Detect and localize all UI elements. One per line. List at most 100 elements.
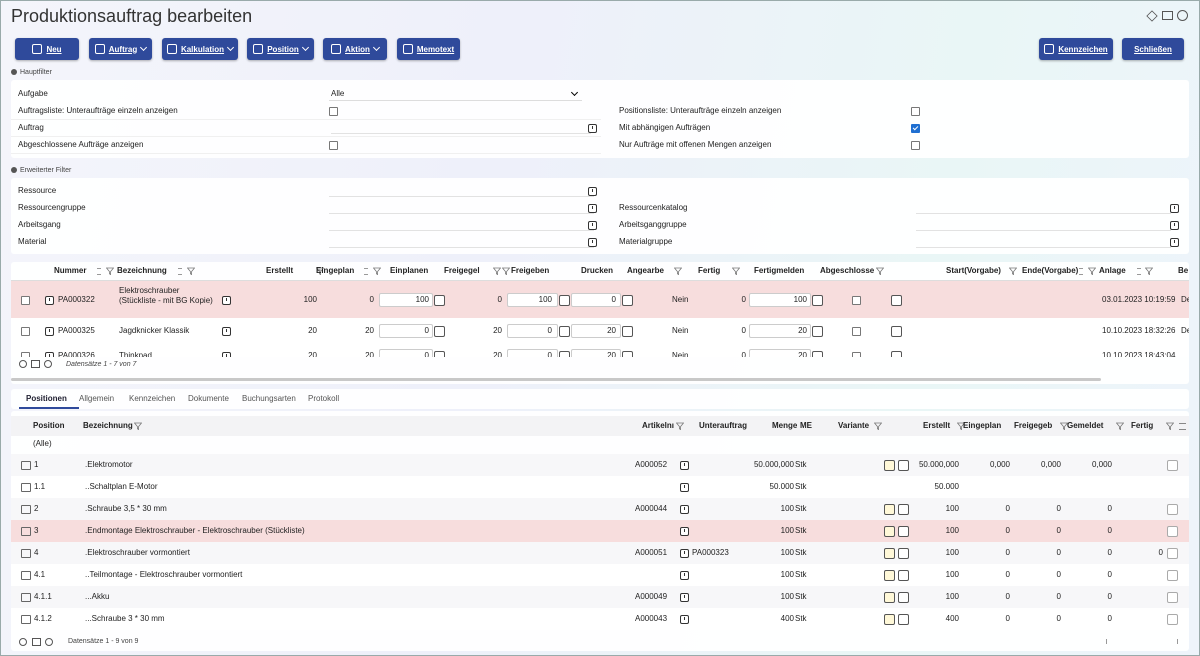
sort-icon[interactable]	[1137, 268, 1141, 275]
number-input[interactable]	[379, 292, 433, 307]
mail-icon[interactable]	[1162, 11, 1173, 20]
toolbar-button[interactable]: Neu	[15, 38, 79, 60]
text-input[interactable]	[329, 196, 594, 197]
edit-button[interactable]	[884, 526, 895, 537]
help-icon[interactable]	[1177, 10, 1188, 21]
filter-icon[interactable]	[957, 422, 965, 430]
filter-icon[interactable]	[1166, 422, 1174, 430]
collapse-icon[interactable]	[11, 167, 17, 173]
info-button[interactable]	[1170, 204, 1179, 213]
filter-icon[interactable]	[1116, 422, 1124, 430]
detail-button[interactable]	[1167, 526, 1178, 537]
info-button[interactable]	[588, 238, 597, 247]
number-input[interactable]	[749, 323, 811, 338]
text-input[interactable]	[329, 230, 594, 231]
text-input[interactable]	[916, 213, 1171, 214]
edit-button[interactable]	[884, 460, 895, 471]
more-button[interactable]	[898, 614, 909, 625]
row-checkbox[interactable]	[21, 351, 30, 357]
info-button[interactable]	[680, 549, 689, 558]
print-icon[interactable]	[32, 638, 41, 646]
detail-button[interactable]	[1167, 592, 1178, 603]
row-checkbox[interactable]	[21, 326, 30, 336]
info-button[interactable]	[680, 571, 689, 580]
position-row[interactable]: 4.1.1 ...Akku A000049 100 Stk 100 0 0 0	[11, 586, 1189, 608]
tab[interactable]: Kennzeichen	[129, 394, 176, 403]
position-row[interactable]: 3 .Endmontage Elektroschrauber - Elektros…	[11, 520, 1189, 542]
number-input[interactable]	[379, 348, 433, 357]
done-checkbox[interactable]	[852, 295, 861, 305]
checkbox[interactable]	[329, 141, 338, 150]
more-button[interactable]	[898, 460, 909, 471]
edit-button[interactable]	[884, 504, 895, 515]
info-button[interactable]	[222, 326, 231, 336]
close-button[interactable]	[891, 325, 902, 337]
select-box[interactable]	[329, 87, 582, 101]
position-row[interactable]: 1 .Elektromotor A000052 50.000,000 Stk 50.000…	[11, 454, 1189, 476]
number-input[interactable]	[571, 348, 621, 357]
refresh-icon[interactable]	[19, 638, 27, 646]
info-button[interactable]	[680, 615, 689, 624]
more-button[interactable]	[898, 504, 909, 515]
number-input[interactable]	[507, 323, 558, 338]
action-button[interactable]	[812, 350, 823, 357]
filter-icon[interactable]	[874, 422, 882, 430]
more-button[interactable]	[898, 526, 909, 537]
detail-button[interactable]	[1167, 570, 1178, 581]
position-icon[interactable]	[21, 461, 31, 470]
more-button[interactable]	[898, 548, 909, 559]
print-icon[interactable]	[31, 360, 40, 368]
toolbar-button[interactable]: Auftrag	[89, 38, 152, 60]
info-button[interactable]	[1170, 221, 1179, 230]
sort-icon[interactable]	[364, 268, 368, 275]
order-icon[interactable]	[45, 326, 54, 336]
row-checkbox[interactable]	[21, 295, 30, 305]
tab[interactable]: Allgemein	[79, 394, 115, 403]
detail-button[interactable]	[1167, 504, 1178, 515]
close-button[interactable]	[891, 350, 902, 357]
scrollbar[interactable]	[11, 378, 1101, 381]
menu-icon[interactable]	[1179, 423, 1186, 430]
favorite-icon[interactable]	[1146, 10, 1158, 22]
action-button[interactable]	[559, 350, 570, 357]
position-row[interactable]: 2 .Schraube 3,5 * 30 mm A000044 100 Stk 100 0 0…	[11, 498, 1189, 520]
done-checkbox[interactable]	[852, 326, 861, 336]
text-input[interactable]	[916, 230, 1171, 231]
toolbar-button[interactable]: Schließen	[1122, 38, 1184, 60]
toolbar-button[interactable]: Memotext	[397, 38, 460, 60]
text-input[interactable]	[329, 213, 594, 214]
action-button[interactable]	[434, 325, 445, 337]
toolbar-button[interactable]: Position	[247, 38, 314, 60]
checkbox[interactable]	[329, 107, 338, 116]
position-icon[interactable]	[21, 571, 31, 580]
collapse-icon[interactable]	[11, 69, 17, 75]
filter-icon[interactable]	[1088, 267, 1096, 275]
toolbar-button[interactable]: Aktion	[323, 38, 387, 60]
order-icon[interactable]	[45, 351, 54, 357]
filter-icon[interactable]	[1009, 267, 1017, 275]
info-button[interactable]	[222, 295, 231, 305]
tab[interactable]: Protokoll	[308, 394, 340, 403]
tab[interactable]: Dokumente	[188, 394, 229, 403]
info-button[interactable]	[680, 527, 689, 536]
more-button[interactable]	[898, 592, 909, 603]
position-row[interactable]: 4.1 ..Teilmontage - Elektroschrauber vorm…	[11, 564, 1189, 586]
filter-icon[interactable]	[676, 422, 684, 430]
sort-icon[interactable]	[178, 268, 182, 275]
action-button[interactable]	[622, 350, 633, 357]
more-button[interactable]	[898, 570, 909, 581]
number-input[interactable]	[507, 348, 558, 357]
edit-button[interactable]	[884, 570, 895, 581]
position-icon[interactable]	[21, 549, 31, 558]
done-checkbox[interactable]	[852, 351, 861, 357]
order-icon[interactable]	[45, 295, 54, 305]
settings-icon[interactable]	[44, 360, 52, 368]
filter-icon[interactable]	[493, 267, 501, 275]
toolbar-button[interactable]: Kennzeichen	[1039, 38, 1113, 60]
position-icon[interactable]	[21, 483, 31, 492]
position-row[interactable]: 1.1 ..Schaltplan E-Motor 50.000 Stk 50.000	[11, 476, 1189, 498]
number-input[interactable]	[749, 292, 811, 307]
info-button[interactable]	[588, 221, 597, 230]
filter-icon[interactable]	[1060, 422, 1068, 430]
action-button[interactable]	[622, 294, 633, 306]
